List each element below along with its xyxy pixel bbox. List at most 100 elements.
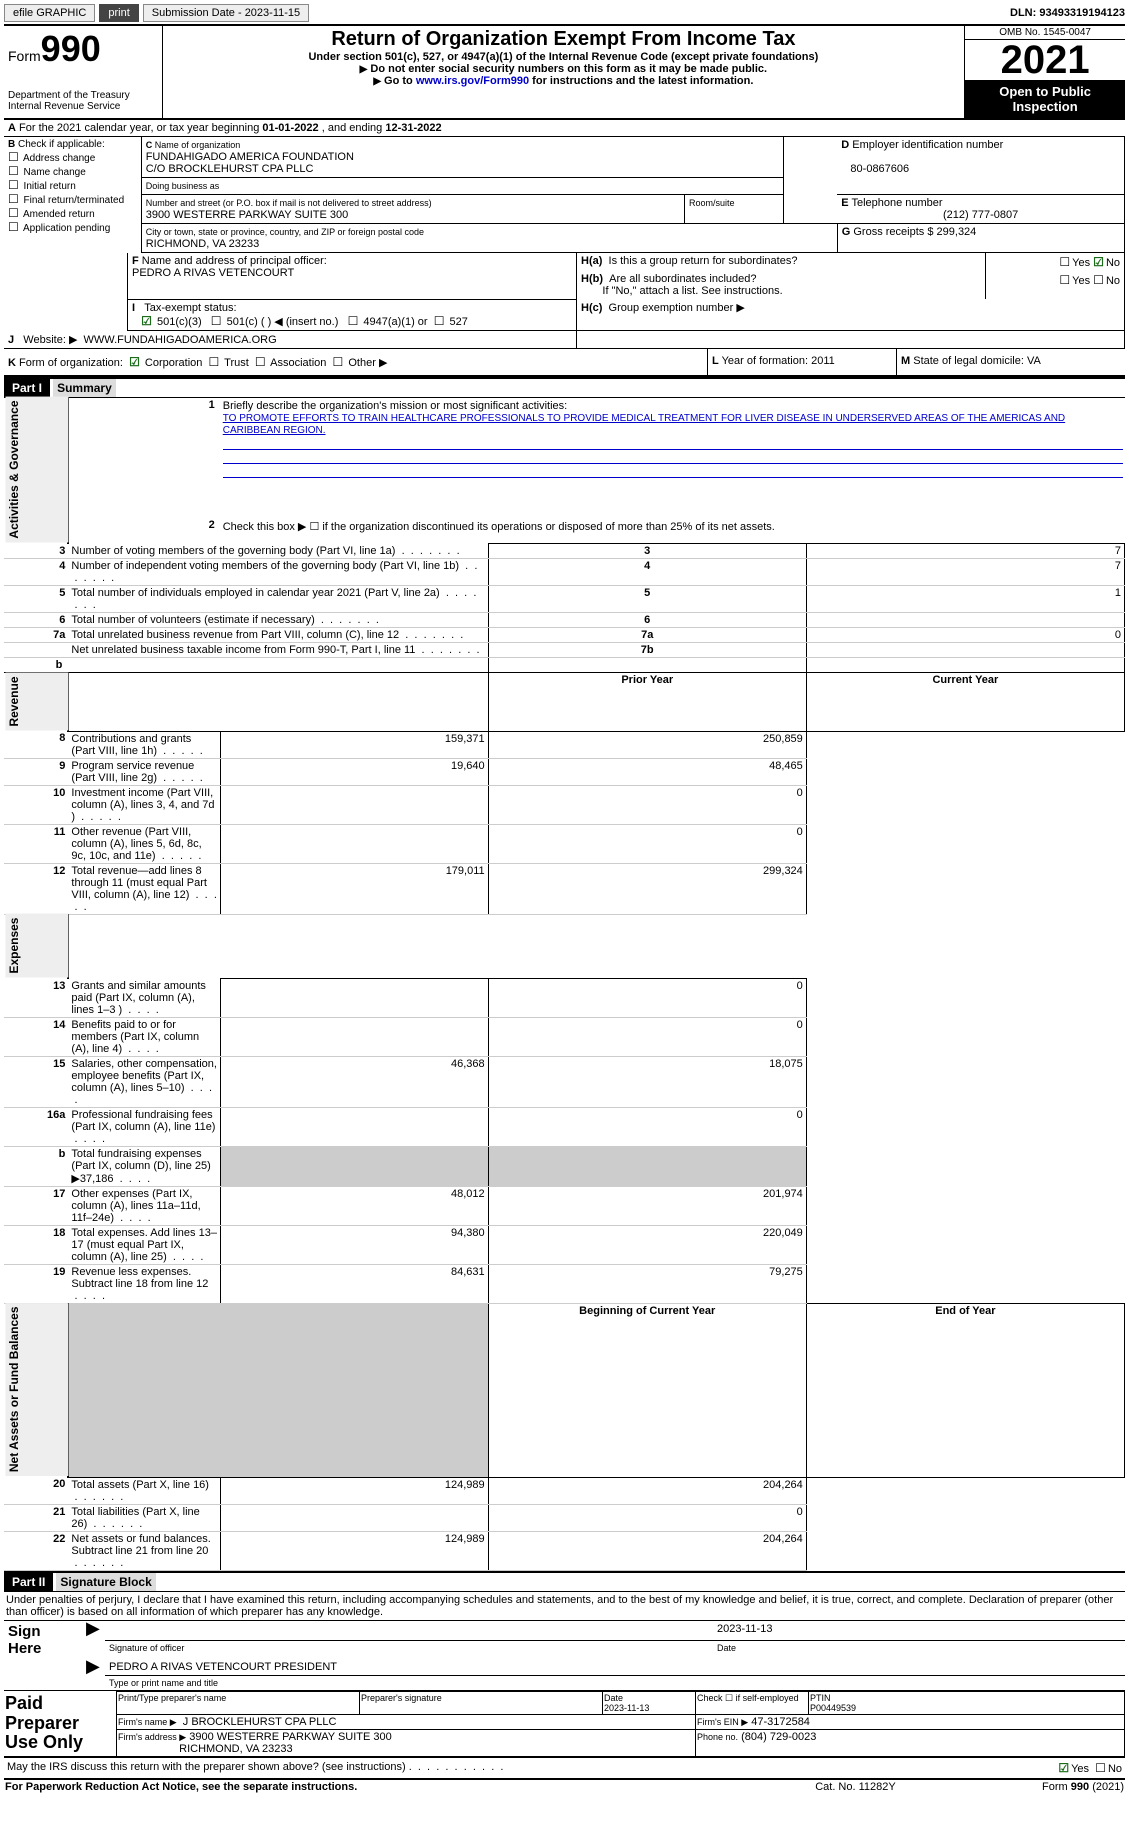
- k-corp: Corporation: [145, 357, 202, 369]
- box-i-label: Tax-exempt status:: [144, 302, 236, 314]
- k-l-m-block: K Form of organization: ☑ Corporation ☐ …: [4, 349, 1125, 377]
- firm-addr-label: Firm's address ▶: [118, 1732, 186, 1742]
- box-b: B Check if applicable: ☐ Address change☐…: [4, 137, 141, 253]
- box-l-label: Year of formation:: [722, 355, 811, 367]
- dba-label: Doing business as: [146, 181, 220, 191]
- discuss-row: May the IRS discuss this return with the…: [4, 1758, 1125, 1780]
- firm-name-label: Firm's name ▶: [118, 1717, 177, 1727]
- pra-notice: For Paperwork Reduction Act Notice, see …: [5, 1781, 357, 1793]
- box-m-label: State of legal domicile:: [913, 355, 1027, 367]
- line-a: A For the 2021 calendar year, or tax yea…: [4, 120, 1125, 137]
- city-label: City or town, state or province, country…: [146, 227, 424, 237]
- street-address: 3900 WESTERRE PARKWAY SUITE 300: [146, 209, 349, 221]
- subtitle-1: Under section 501(c), 527, or 4947(a)(1)…: [167, 51, 961, 63]
- cat-no: Cat. No. 11282Y: [767, 1780, 945, 1794]
- part-1-table: Activities & Governance 1 Briefly descri…: [4, 397, 1125, 1571]
- col-prior-year: Prior Year: [488, 673, 806, 732]
- submission-date: Submission Date - 2023-11-15: [143, 4, 309, 22]
- form-number: 990: [41, 28, 101, 69]
- perjury-declaration: Under penalties of perjury, I declare th…: [4, 1591, 1125, 1621]
- 527: 527: [450, 316, 468, 328]
- discuss-yes: Yes: [1071, 1763, 1089, 1775]
- firm-addr2: RICHMOND, VA 23233: [179, 1743, 293, 1755]
- page-footer: For Paperwork Reduction Act Notice, see …: [4, 1780, 1125, 1794]
- print-button[interactable]: print: [99, 4, 138, 22]
- part-1-header: Part I Summary: [4, 377, 1125, 397]
- officer-name: PEDRO A RIVAS VETENCOURT PRESIDENT: [105, 1659, 1125, 1676]
- h-c: Group exemption number: [609, 302, 737, 314]
- 501c3: 501(c)(3): [157, 316, 202, 328]
- date-label: Date: [713, 1641, 1125, 1659]
- ptin: P00449539: [810, 1703, 856, 1713]
- info-block: B Check if applicable: ☐ Address change☐…: [4, 137, 1125, 253]
- dept-treasury: Department of the Treasury: [8, 90, 158, 101]
- h-note: If "No," attach a list. See instructions…: [602, 285, 782, 297]
- col-current-year: Current Year: [806, 673, 1124, 732]
- mission-text: TO PROMOTE EFFORTS TO TRAIN HEALTHCARE P…: [223, 413, 1065, 436]
- phone: (212) 777-0807: [841, 209, 1120, 221]
- website: WWW.FUNDAHIGADOAMERICA.ORG: [84, 334, 277, 346]
- prep-date: 2023-11-13: [604, 1703, 649, 1713]
- box-k-label: Form of organization:: [19, 357, 123, 369]
- org-name-2: C/O BROCKLEHURST CPA PLLC: [146, 163, 314, 175]
- dln: DLN: 93493319194123: [1010, 7, 1125, 19]
- prep-name-label: Print/Type preparer's name: [117, 1691, 360, 1714]
- open-inspection: Open to Public Inspection: [965, 80, 1125, 118]
- footer-form-no: 990: [1071, 1781, 1089, 1793]
- form-header: Form990 Department of the Treasury Inter…: [4, 26, 1125, 120]
- q1-label: Briefly describe the organization's miss…: [223, 400, 567, 412]
- h-a: Is this a group return for subordinates?: [609, 255, 798, 267]
- city-state-zip: RICHMOND, VA 23233: [146, 238, 260, 250]
- self-employed: Check ☐ if self-employed: [696, 1691, 809, 1714]
- k-trust: Trust: [224, 357, 249, 369]
- part-2-title: Signature Block: [56, 1573, 155, 1591]
- firm-ein-label: Firm's EIN ▶: [697, 1717, 748, 1727]
- box-g-label: Gross receipts $: [853, 226, 933, 238]
- year-formation: 2011: [811, 355, 835, 367]
- f-h-block: F Name and address of principal officer:…: [4, 253, 1125, 349]
- footer-form: Form: [1042, 1781, 1071, 1793]
- type-name-label: Type or print name and title: [105, 1675, 1125, 1690]
- box-d-label: Employer identification number: [852, 139, 1003, 151]
- tax-year-begin: 01-01-2022: [262, 122, 318, 134]
- form-label: Form: [8, 48, 41, 64]
- part-2-header: Part II Signature Block: [4, 1571, 1125, 1591]
- 501c: 501(c) ( ) ◀ (insert no.): [227, 316, 339, 328]
- efile-badge: efile GRAPHIC: [4, 4, 95, 22]
- side-activities: Activities & Governance: [4, 397, 68, 544]
- subtitle-2: Do not enter social security numbers on …: [167, 63, 961, 75]
- goto-prefix: Go to: [384, 75, 416, 87]
- part-1-title: Summary: [53, 379, 116, 397]
- box-e-label: Telephone number: [851, 197, 942, 209]
- goto-suffix: for instructions and the latest informat…: [529, 75, 753, 87]
- side-expenses: Expenses: [4, 914, 68, 979]
- addr-label: Number and street (or P.O. box if mail i…: [146, 198, 432, 208]
- col-eoy: End of Year: [806, 1303, 1124, 1477]
- box-b-label: Check if applicable:: [18, 139, 105, 150]
- part-1-badge: Part I: [4, 379, 50, 397]
- firm-phone-label: Phone no.: [697, 1732, 738, 1742]
- firm-ein: 47-3172584: [751, 1716, 810, 1728]
- tax-year-end: 12-31-2022: [385, 122, 441, 134]
- line-a-text: For the 2021 calendar year, or tax year …: [19, 122, 262, 134]
- ein: 80-0867606: [850, 163, 909, 175]
- sign-here-block: Sign Here ▶ 2023-11-13 Signature of offi…: [4, 1621, 1125, 1691]
- prep-sig-label: Preparer's signature: [360, 1691, 603, 1714]
- irs-link[interactable]: www.irs.gov/Form990: [416, 75, 529, 87]
- paid-preparer-label: Paid Preparer Use Only: [4, 1691, 117, 1757]
- discuss-text: May the IRS discuss this return with the…: [7, 1761, 406, 1773]
- room-label: Room/suite: [689, 198, 735, 208]
- sig-date: 2023-11-13: [713, 1621, 1125, 1641]
- firm-name: J BROCKLEHURST CPA PLLC: [183, 1716, 337, 1728]
- box-j-label: Website:: [23, 334, 69, 346]
- ptin-label: PTIN: [810, 1693, 831, 1703]
- prep-date-label: Date: [604, 1693, 623, 1703]
- firm-addr1: 3900 WESTERRE PARKWAY SUITE 300: [189, 1731, 392, 1743]
- q2-text: Check this box ▶ ☐ if the organization d…: [221, 518, 1125, 543]
- side-net-assets: Net Assets or Fund Balances: [4, 1303, 68, 1477]
- h-b: Are all subordinates included?: [609, 273, 756, 285]
- form-title: Return of Organization Exempt From Incom…: [167, 28, 961, 51]
- k-assoc: Association: [270, 357, 326, 369]
- irs-label: Internal Revenue Service: [8, 101, 158, 112]
- box-c-label: Name of organization: [155, 140, 241, 150]
